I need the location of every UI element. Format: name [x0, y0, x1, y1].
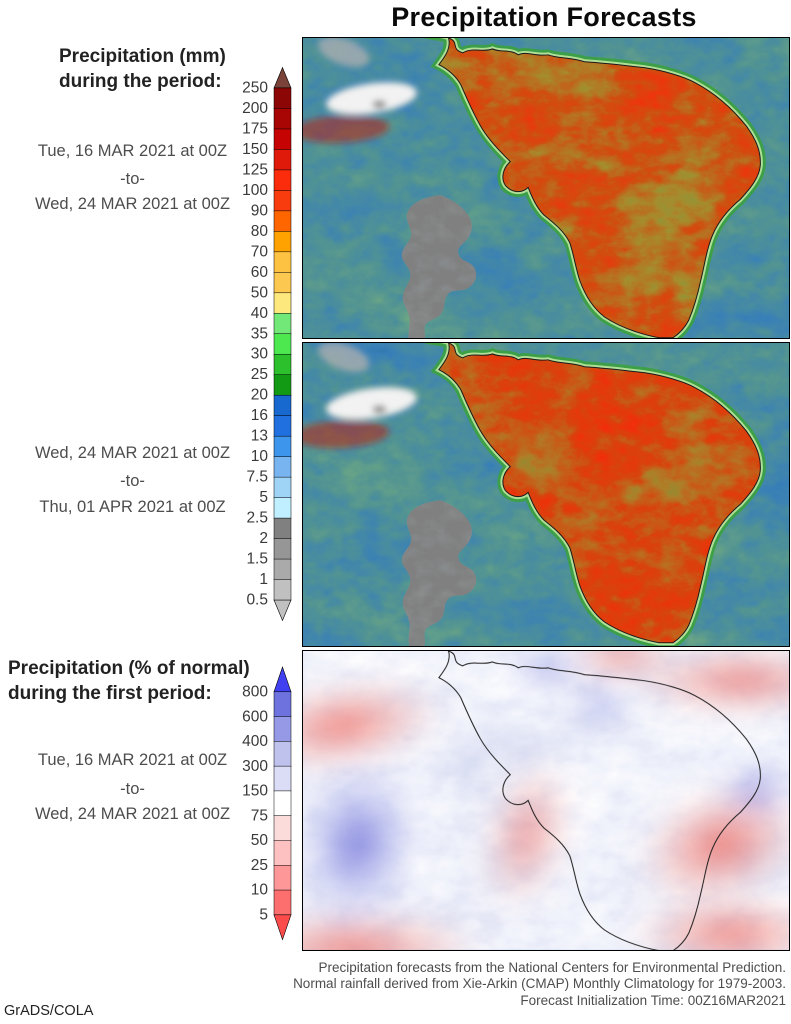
svg-text:400: 400 — [242, 733, 268, 750]
svg-text:800: 800 — [242, 684, 268, 701]
svg-text:600: 600 — [242, 708, 268, 725]
svg-text:50: 50 — [251, 832, 269, 849]
svg-text:10: 10 — [251, 882, 269, 899]
svg-text:5: 5 — [259, 907, 268, 924]
svg-text:75: 75 — [251, 807, 268, 824]
svg-text:25: 25 — [251, 857, 268, 874]
svg-text:150: 150 — [242, 783, 268, 800]
svg-text:300: 300 — [242, 758, 268, 775]
